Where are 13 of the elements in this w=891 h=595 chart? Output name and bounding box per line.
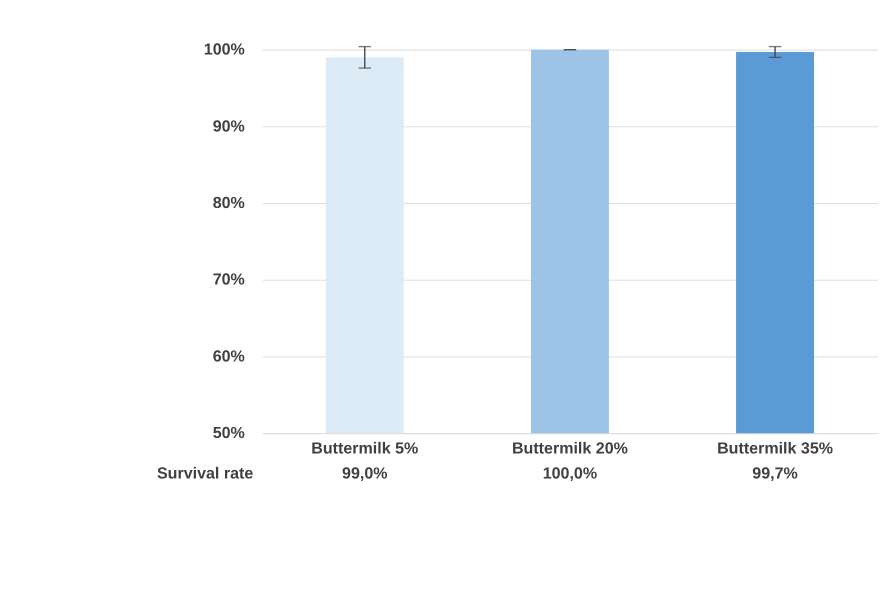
y-tick-label: 80% xyxy=(212,194,245,212)
data-label: 99,7% xyxy=(752,464,798,483)
y-tick-label: 70% xyxy=(212,270,245,289)
data-label: 100,0% xyxy=(542,464,598,483)
text: Survival rate xyxy=(156,464,254,483)
x-tick-label: Buttermilk 35% xyxy=(717,439,834,458)
x-tick-label: Buttermilk 20% xyxy=(512,439,628,458)
y-tick-label: 60% xyxy=(212,347,245,366)
data-label: 99,0% xyxy=(342,464,388,483)
x-tick-label: Buttermilk 5% xyxy=(311,439,418,458)
y-tick-label: 50% xyxy=(212,424,245,442)
y-tick-label: 90% xyxy=(212,117,245,136)
y-tick-label: 100% xyxy=(204,40,245,59)
